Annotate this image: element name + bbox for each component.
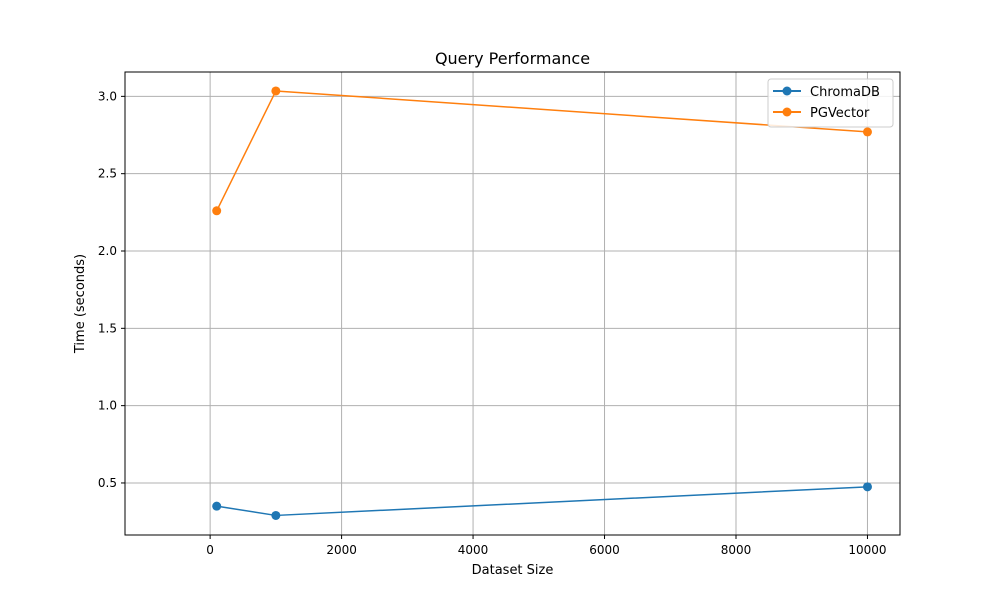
x-tick-label: 0 [206, 543, 214, 557]
grid [125, 72, 900, 535]
data-point-pgvector [212, 206, 222, 216]
legend-marker-chromadb [782, 86, 792, 96]
x-tick-label: 10000 [848, 543, 886, 557]
plot-area [124, 71, 901, 536]
y-axis-label: Time (seconds) [73, 254, 88, 354]
y-axis-ticks: 0.5 1.0 1.5 2.0 2.5 3.0 [98, 89, 125, 490]
legend: ChromaDB PGVector [767, 78, 894, 128]
y-tick-label: 1.0 [98, 399, 117, 413]
x-tick-label: 4000 [458, 543, 489, 557]
y-tick-label: 0.5 [98, 476, 117, 490]
y-tick-label: 1.5 [98, 321, 117, 335]
series-layer [212, 86, 872, 520]
x-tick-label: 6000 [589, 543, 620, 557]
series-chromadb [212, 482, 872, 520]
y-tick-label: 2.5 [98, 167, 117, 181]
legend-label-chromadb: ChromaDB [810, 85, 880, 100]
y-tick-label: 2.0 [98, 244, 117, 258]
legend-marker-pgvector [782, 107, 792, 117]
data-point-pgvector [862, 127, 872, 137]
y-tick-label: 3.0 [98, 89, 117, 103]
series-pgvector [212, 86, 872, 216]
data-point-chromadb [862, 482, 872, 492]
x-axis-label: Dataset Size [472, 563, 554, 578]
data-point-chromadb [271, 510, 281, 520]
data-point-chromadb [212, 501, 222, 511]
x-axis-ticks: 0 2000 4000 6000 8000 10000 [206, 535, 887, 557]
x-tick-label: 2000 [326, 543, 357, 557]
x-tick-label: 8000 [721, 543, 752, 557]
legend-label-pgvector: PGVector [810, 106, 870, 121]
chart-title: Query Performance [435, 49, 590, 68]
data-point-pgvector [271, 86, 281, 96]
